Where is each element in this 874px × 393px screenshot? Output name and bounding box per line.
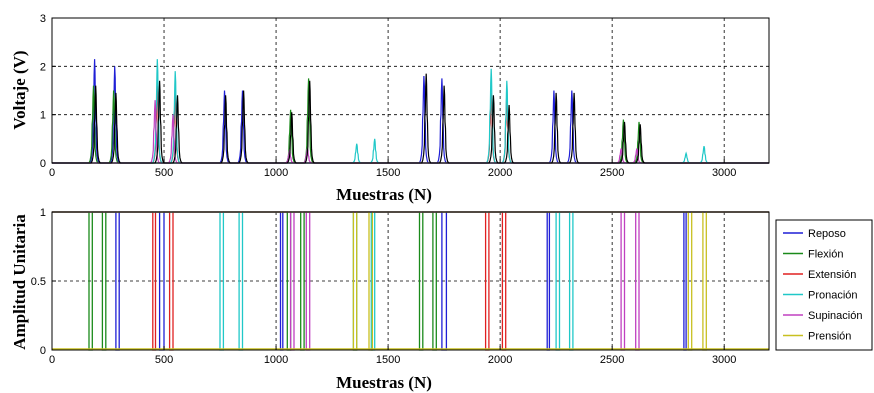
voltage-x-tick-label: 500 [155, 167, 173, 179]
amplitude-x-label: Muestras (N) [336, 373, 432, 392]
amplitude-x-ticks: 0 500 1000 1500 2000 2500 3000 [49, 346, 736, 366]
amplitude-x-tick-label: 0 [49, 354, 55, 366]
amplitude-plot: 0 500 1000 1500 2000 2500 3000 00.51 Muestras … [10, 207, 770, 392]
voltage-y-ticks: 0 1 2 3 [40, 13, 56, 170]
voltage-y-tick-label: 1 [40, 110, 46, 122]
amplitude-y-tick-label: 0 [40, 345, 46, 357]
voltage-x-tick-label: 2500 [600, 167, 624, 179]
voltage-x-tick-label: 1000 [264, 167, 288, 179]
legend-label: Prensión [808, 331, 851, 343]
legend-label: Extensión [808, 269, 856, 281]
voltage-x-tick-label: 1500 [376, 167, 400, 179]
legend-label: Supinación [808, 310, 862, 322]
legend-label: Flexión [808, 249, 843, 261]
amplitude-y-label: Amplitud Unitaria [10, 214, 29, 350]
amplitude-y-tick-label: 0.5 [31, 276, 46, 288]
amplitude-x-tick-label: 3000 [712, 354, 736, 366]
voltage-x-ticks: 0 500 1000 1500 2000 2500 3000 [49, 159, 736, 179]
amplitude-y-ticks: 00.51 [31, 207, 56, 357]
voltage-x-label: Muestras (N) [336, 185, 432, 204]
amplitude-x-tick-label: 1500 [376, 354, 400, 366]
voltage-plot-frame [51, 17, 770, 164]
voltage-y-tick-label: 0 [40, 158, 46, 170]
legend-label: Pronación [808, 290, 858, 302]
voltage-x-tick-label: 0 [49, 167, 55, 179]
voltage-y-tick-label: 2 [40, 61, 46, 73]
legend-label: Reposo [808, 228, 846, 240]
amplitude-y-tick-label: 1 [40, 207, 46, 219]
legend-box [775, 219, 873, 351]
legend: Reposo Flexión Extensión Pronación Supinació… [775, 219, 873, 351]
amplitude-x-tick-label: 1000 [264, 354, 288, 366]
amplitude-x-tick-label: 2000 [488, 354, 512, 366]
voltage-x-tick-label: 2000 [488, 167, 512, 179]
amplitude-x-tick-label: 500 [155, 354, 173, 366]
voltage-y-tick-label: 3 [40, 13, 46, 25]
voltage-x-tick-label: 3000 [712, 167, 736, 179]
voltage-plot: 0 500 1000 1500 2000 2500 3000 0 1 2 3 Muestras (… [10, 13, 770, 204]
amplitude-x-tick-label: 2500 [600, 354, 624, 366]
voltage-y-label: Voltaje (V) [10, 50, 29, 129]
voltage-grid [52, 18, 769, 163]
